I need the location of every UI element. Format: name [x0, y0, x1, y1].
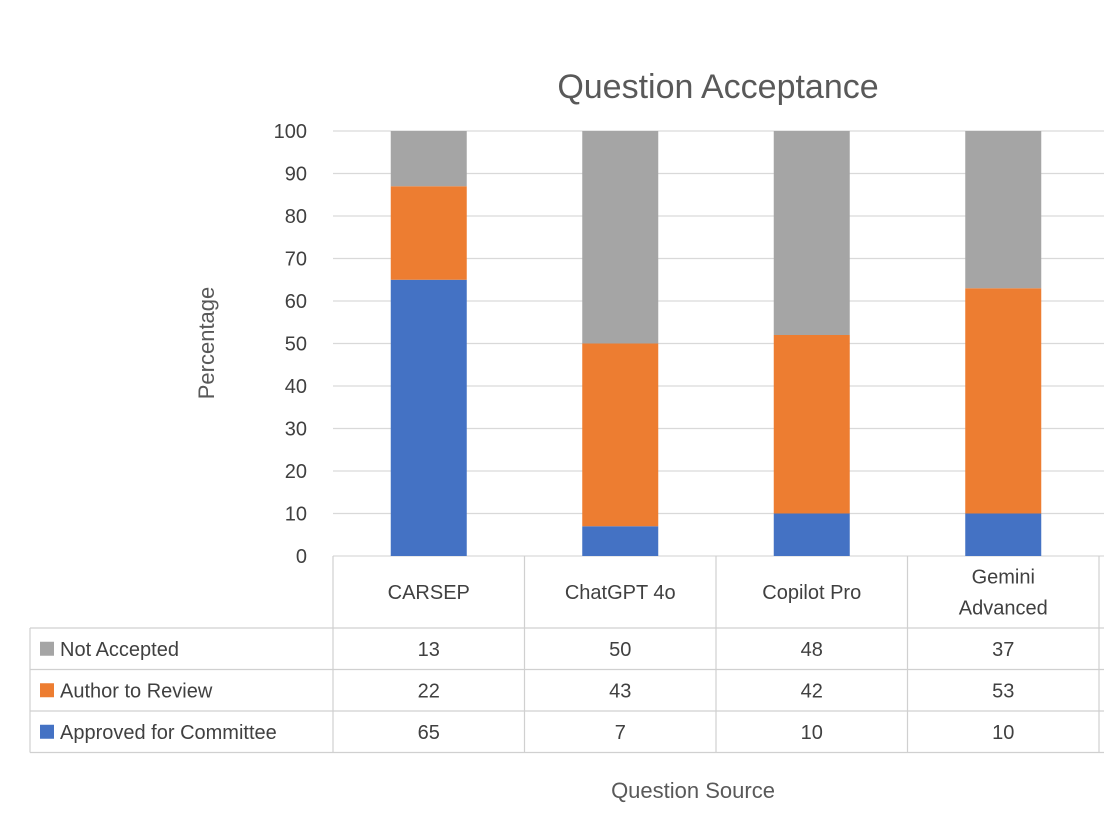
legend-swatch-approved-for-committee [40, 724, 54, 739]
bar-not-accepted-carsep [390, 131, 467, 187]
y-tick-label: 0 [296, 546, 307, 568]
data-table: CARSEP ChatGPT 4o Copilot Pro Gemini Advance… [29, 556, 1104, 754]
y-tick-label: 50 [285, 334, 307, 356]
x-axis-title: Question Source [611, 778, 775, 803]
legend-swatch-author-to-review [40, 683, 54, 698]
legend-swatch-not-accepted [40, 641, 54, 656]
legend-label-not-accepted: Not Accepted [60, 639, 179, 661]
x-tick-label: Copilot Pro [762, 582, 861, 604]
bar-approved-for-committee-chatgpt-4o [582, 526, 659, 556]
data-label-author-to-review-chatgpt-4o: 43 [609, 680, 631, 702]
legend-label-approved-for-committee: Approved for Committee [60, 722, 277, 744]
bar-author-to-review-chatgpt-4o [582, 343, 659, 527]
y-tick-label: 90 [285, 164, 307, 186]
y-tick-label: 40 [285, 376, 307, 398]
bar-author-to-review-gemini-advanced [965, 288, 1042, 514]
data-label-approved-for-committee-chatgpt-4o: 7 [615, 722, 626, 744]
x-tick-label: ChatGPT 4o [565, 582, 676, 604]
y-tick-label: 100 [274, 121, 307, 143]
y-tick-label: 70 [285, 249, 307, 271]
data-label-approved-for-committee-copilot-pro: 10 [801, 722, 823, 744]
data-label-not-accepted-copilot-pro: 48 [801, 639, 823, 661]
data-label-not-accepted-chatgpt-4o: 50 [609, 639, 631, 661]
y-tick-label: 60 [285, 291, 307, 313]
x-tick-label: Advanced [959, 598, 1048, 620]
y-tick-label: 80 [285, 206, 307, 228]
data-label-not-accepted-gemini-advanced: 37 [992, 639, 1014, 661]
data-label-author-to-review-gemini-advanced: 53 [992, 680, 1014, 702]
data-label-author-to-review-copilot-pro: 42 [801, 680, 823, 702]
y-tick-label: 30 [285, 419, 307, 441]
chart-title: Question Acceptance [557, 68, 878, 106]
bars [390, 131, 1042, 556]
x-tick-label: CARSEP [388, 582, 470, 604]
x-tick-label: Gemini [972, 567, 1035, 589]
bar-approved-for-committee-copilot-pro [773, 513, 850, 556]
y-tick-label: 10 [285, 504, 307, 526]
data-label-approved-for-committee-gemini-advanced: 10 [992, 722, 1014, 744]
bar-not-accepted-chatgpt-4o [582, 131, 659, 344]
y-tick-label: 20 [285, 461, 307, 483]
y-axis-title: Percentage [194, 287, 219, 400]
data-label-not-accepted-carsep: 13 [418, 639, 440, 661]
bar-not-accepted-copilot-pro [773, 131, 850, 335]
bar-approved-for-committee-gemini-advanced [965, 513, 1042, 556]
data-label-author-to-review-carsep: 22 [418, 680, 440, 702]
data-label-approved-for-committee-carsep: 65 [418, 722, 440, 744]
bar-approved-for-committee-carsep [390, 279, 467, 556]
legend-label-author-to-review: Author to Review [60, 680, 213, 702]
bar-author-to-review-carsep [390, 186, 467, 280]
bar-not-accepted-gemini-advanced [965, 131, 1042, 289]
bar-author-to-review-copilot-pro [773, 335, 850, 514]
y-axis-ticks: 0 10 20 30 40 50 60 70 80 90 100 [274, 121, 307, 568]
